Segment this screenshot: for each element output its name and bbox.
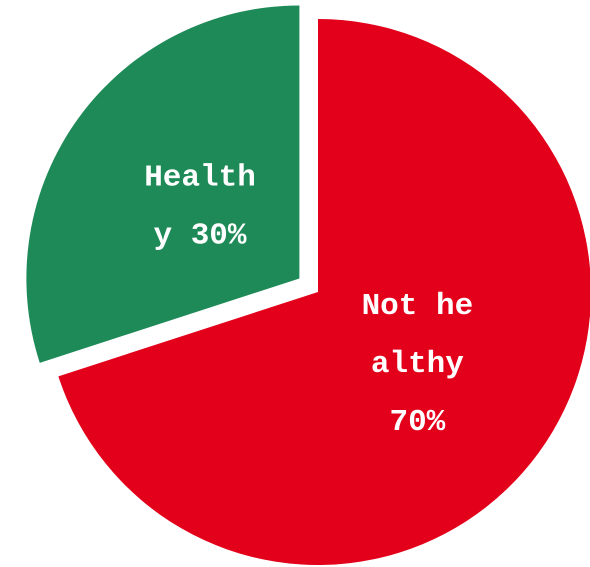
slice-label: Health y 30%: [144, 160, 256, 253]
label-line: Health: [144, 160, 256, 195]
slice-label: Not he althy 70%: [362, 289, 474, 440]
label-line: althy: [371, 347, 464, 382]
label-part: Not: [362, 289, 418, 324]
label-line: y 30%: [153, 218, 246, 253]
label-line: Not he: [362, 289, 474, 324]
pie-slice: [58, 19, 590, 565]
label-part: 70%: [389, 405, 445, 440]
label-part: y: [153, 218, 172, 253]
label-part: althy: [371, 347, 464, 382]
pie-slice: [26, 5, 300, 363]
label-part: 30%: [172, 218, 247, 253]
label-part: Health: [144, 160, 256, 195]
label-part: he: [417, 289, 473, 324]
label-line: 70%: [389, 405, 445, 440]
